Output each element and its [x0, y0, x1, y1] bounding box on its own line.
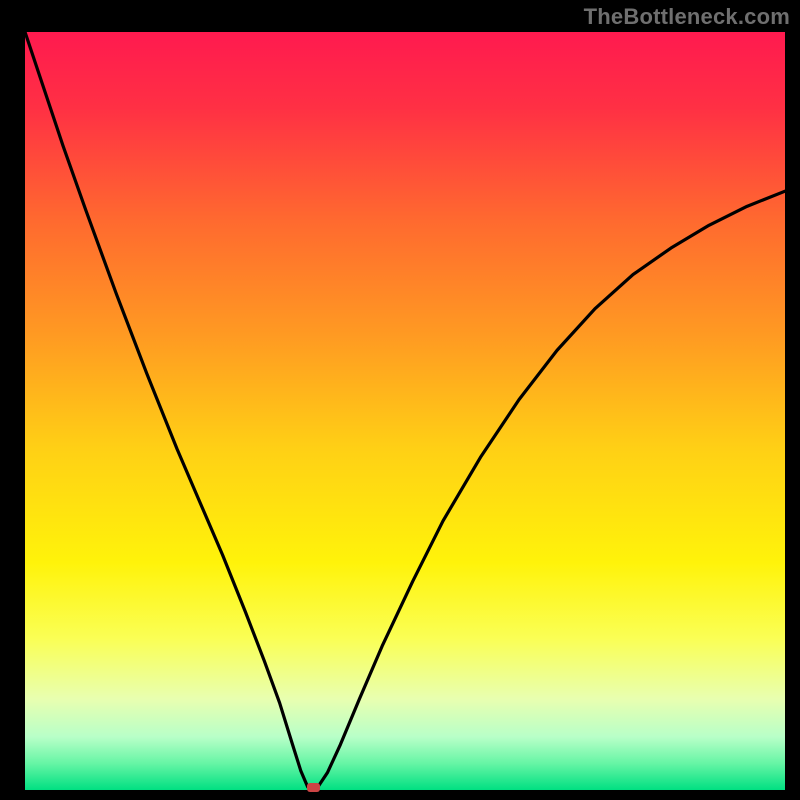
min-marker — [307, 783, 320, 792]
curve-svg — [25, 32, 785, 790]
bottleneck-curve — [25, 32, 785, 790]
watermark-text: TheBottleneck.com — [584, 4, 790, 30]
plot-area — [25, 32, 785, 790]
chart-frame: TheBottleneck.com — [0, 0, 800, 800]
